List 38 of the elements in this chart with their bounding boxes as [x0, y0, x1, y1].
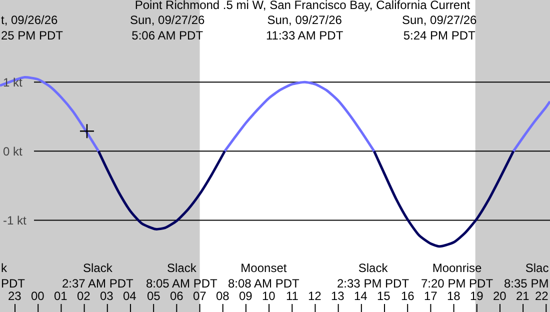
x-tick-label: 09: [239, 289, 253, 303]
annotation: Moonset 8:08 AM PDT: [228, 261, 300, 291]
x-tick-label: 13: [331, 289, 345, 303]
annotation: Sun, 09/27/26 5:24 PM PDT: [402, 13, 478, 43]
x-tick-label: 05: [147, 289, 161, 303]
x-tick-label: 07: [193, 289, 207, 303]
x-tick-label: 00: [31, 289, 45, 303]
x-tick-label: 12: [308, 289, 322, 303]
x-tick-label: 01: [54, 289, 68, 303]
x-tick-label: 06: [170, 289, 184, 303]
annotation: Sun, 09/27/26 11:33 AM PDT: [266, 13, 344, 43]
x-tick-label: 10: [262, 289, 276, 303]
x-tick-label: 16: [401, 289, 415, 303]
annotation: Slack 2:33 PM PDT: [337, 261, 410, 291]
annotation: t, 09/26/26 25 PM PDT: [1, 13, 64, 43]
x-tick-label: 21: [516, 289, 530, 303]
x-tick-label: 02: [77, 289, 91, 303]
annotation: Slack 2:37 AM PDT: [62, 261, 134, 291]
x-tick-label: 20: [493, 289, 507, 303]
x-tick-label: 11: [286, 289, 299, 303]
x-tick-label: 18: [447, 289, 461, 303]
x-tick-label: 19: [470, 289, 484, 303]
annotation: k PDT: [1, 261, 26, 291]
x-tick-label: 03: [100, 289, 114, 303]
x-tick-label: 04: [123, 289, 137, 303]
y-tick-label: -1 kt: [3, 213, 28, 228]
x-tick-label: 17: [424, 289, 438, 303]
annotation: Moonrise 7:20 PM PDT: [421, 261, 494, 291]
x-tick-label: 08: [216, 289, 230, 303]
chart-title: Point Richmond .5 mi W, San Francisco Bay, California Current: [134, 0, 471, 12]
annotation: Slac 8:35 PM: [504, 261, 549, 291]
x-tick-label: 22: [535, 289, 549, 303]
annotation: Sun, 09/27/26 5:06 AM PDT: [130, 13, 206, 43]
x-tick-label: 14: [354, 289, 368, 303]
y-tick-label: 0 kt: [3, 144, 24, 158]
x-tick-label: 23: [8, 289, 22, 303]
annotation: Slack 8:05 AM PDT: [146, 261, 218, 291]
x-tick-label: 15: [377, 289, 391, 303]
